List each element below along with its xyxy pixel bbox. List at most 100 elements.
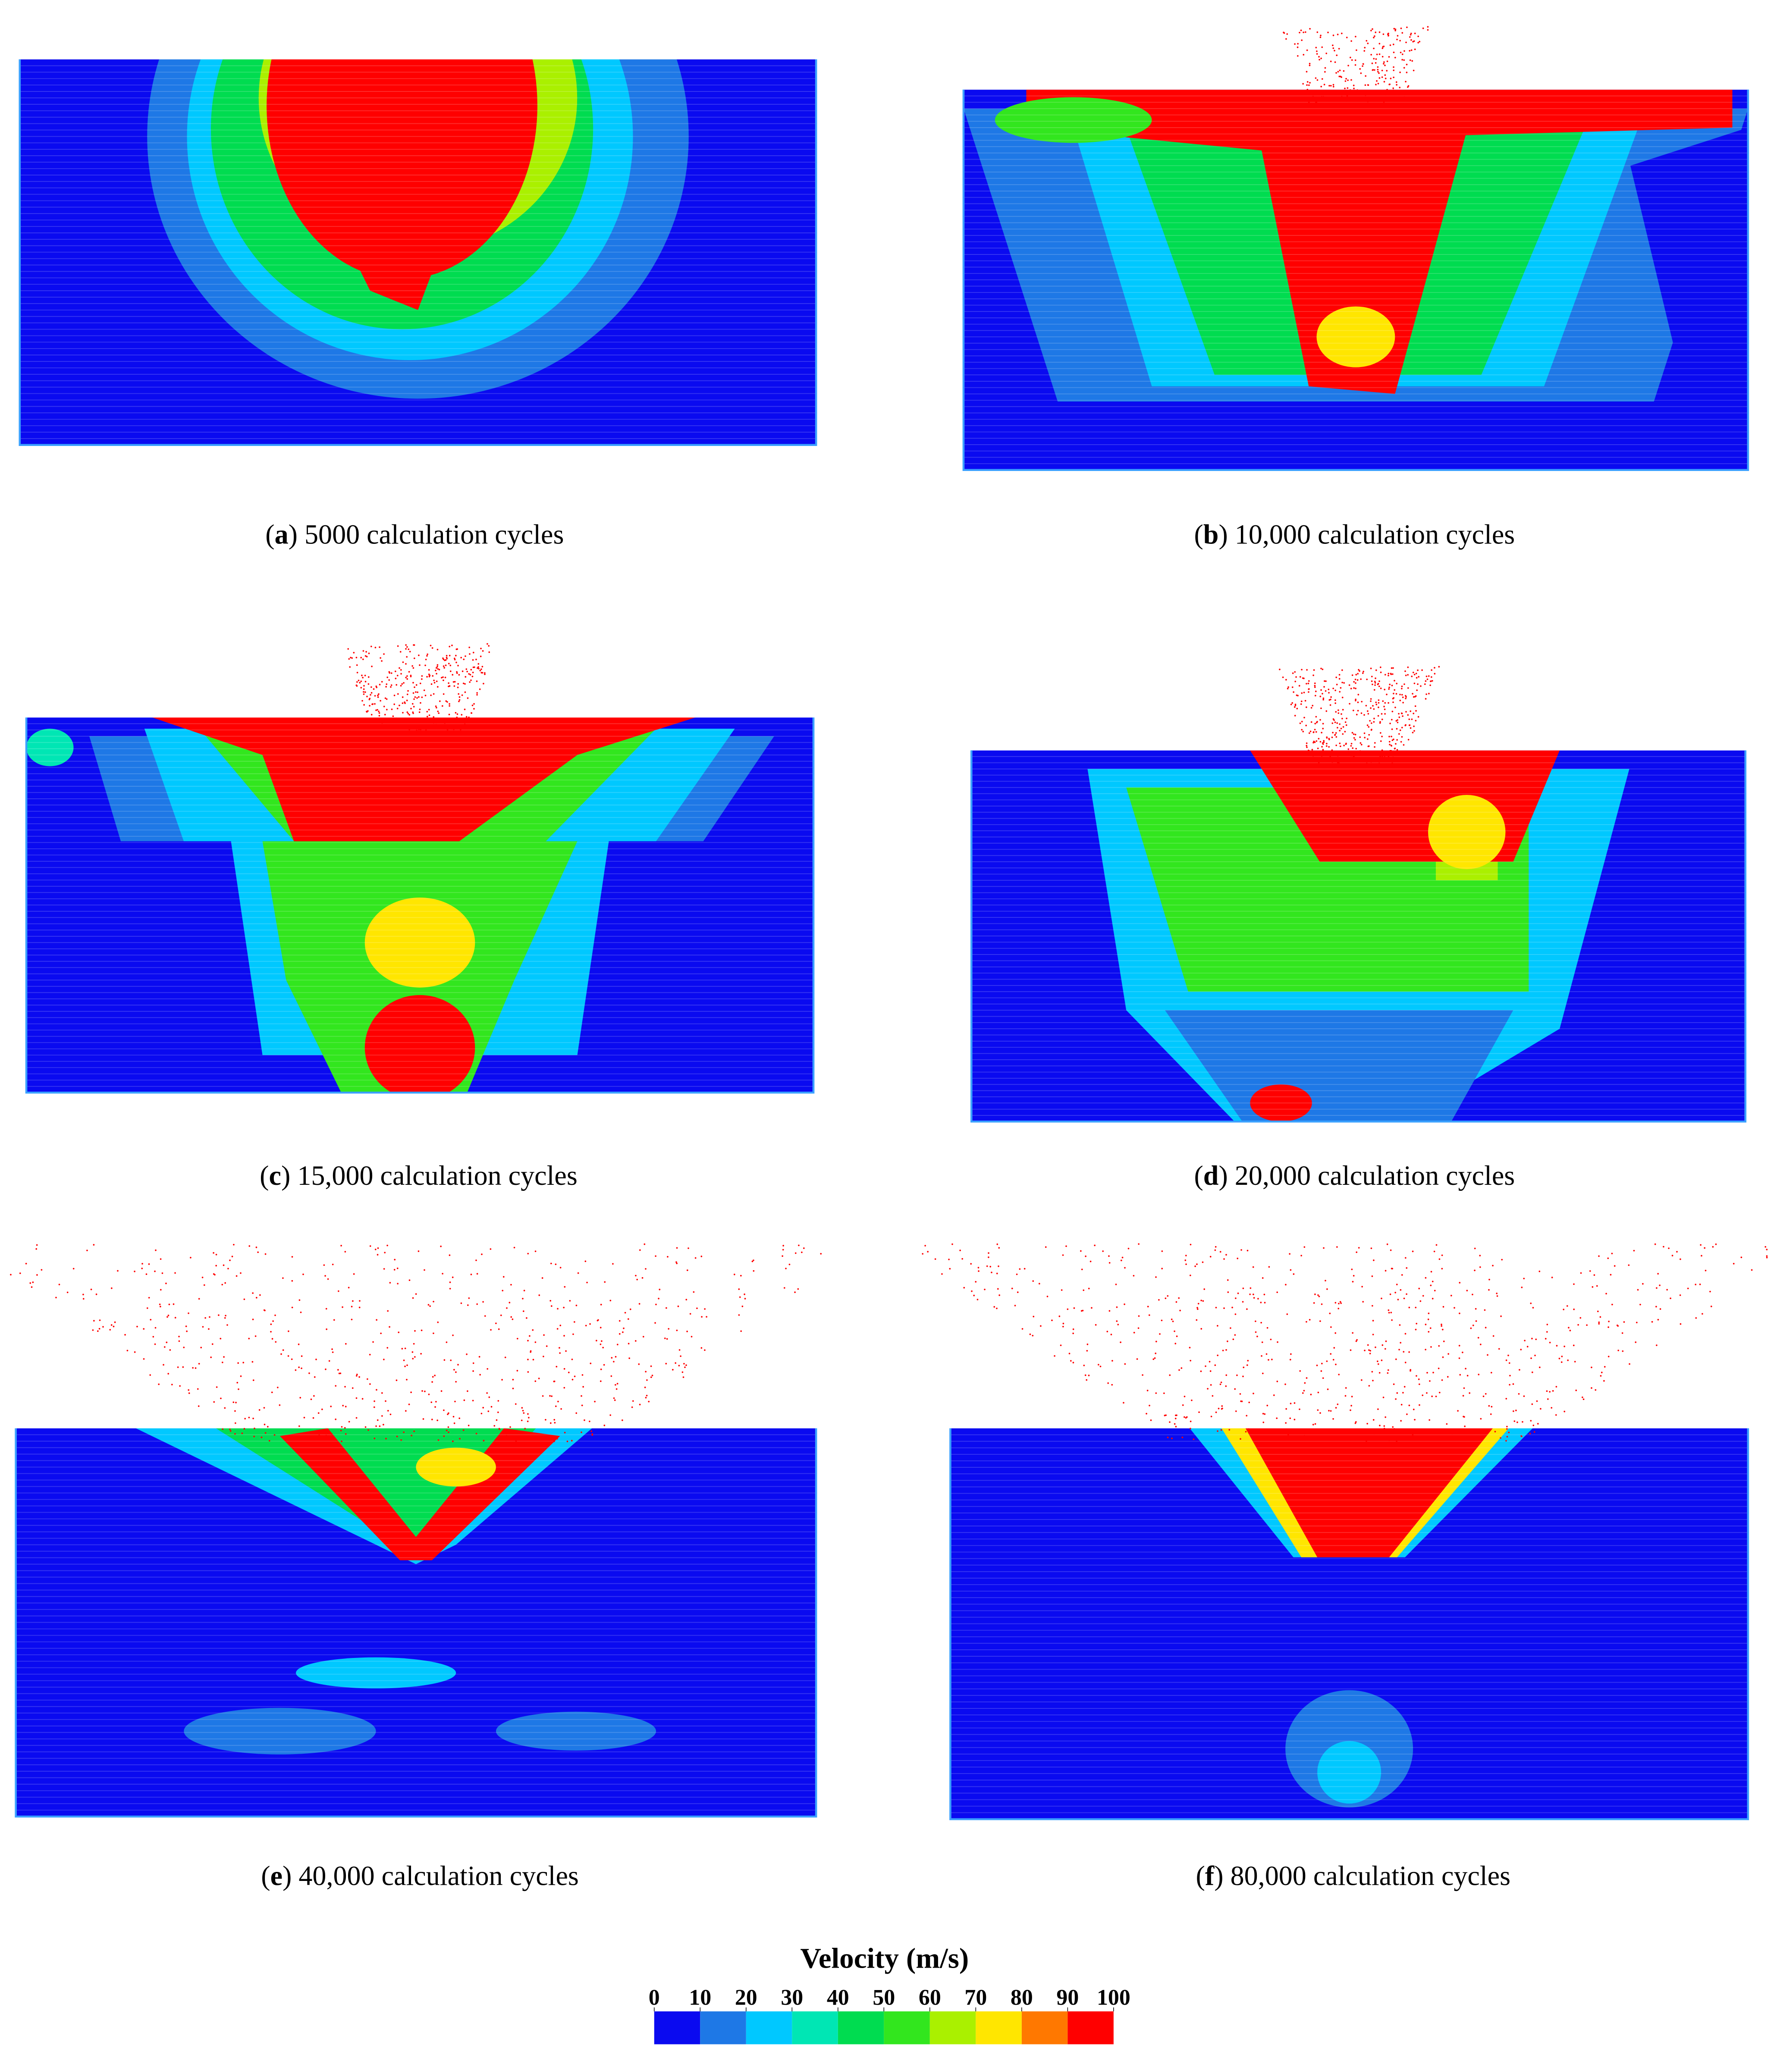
ejected-particle [462, 670, 464, 672]
ejected-particle [1393, 69, 1395, 71]
ejected-particle [363, 704, 365, 706]
ejected-particle [1379, 1425, 1381, 1426]
ejected-particle [998, 1247, 1000, 1249]
ejected-particle [1362, 672, 1364, 674]
ejected-particle [617, 1344, 618, 1346]
ejected-particle [1185, 1417, 1187, 1419]
ejected-particle [1351, 674, 1353, 676]
ejected-particle [1225, 1374, 1228, 1376]
ejected-particle [1368, 1385, 1370, 1387]
ejected-particle [452, 674, 454, 676]
ejected-particle [553, 1440, 555, 1442]
ejected-particle [1212, 1395, 1214, 1397]
container [970, 750, 1747, 1123]
ejected-particle [406, 1378, 408, 1381]
ejected-particle [1424, 683, 1426, 685]
ejected-particle [1397, 719, 1398, 721]
ejected-particle [744, 1293, 745, 1295]
ejected-particle [574, 1375, 576, 1377]
ejected-particle [1702, 1313, 1703, 1315]
ejected-particle [996, 1243, 998, 1245]
ejected-particle [1361, 700, 1363, 703]
ejected-particle [1405, 711, 1407, 713]
ejected-particle [1383, 1428, 1385, 1429]
ejected-particle [1416, 677, 1418, 679]
ejected-particle [436, 680, 438, 682]
ejected-particle [136, 1325, 138, 1328]
ejected-particle [1518, 1393, 1520, 1395]
ejected-particle [1573, 1308, 1575, 1310]
ejected-particle [1373, 1433, 1375, 1435]
ejected-particle [488, 645, 490, 647]
ejected-particle [1394, 689, 1396, 691]
ejected-particle [1314, 682, 1316, 684]
ejected-particle [1320, 707, 1322, 709]
ejected-particle [1248, 1401, 1250, 1403]
velocity-zone [995, 97, 1152, 143]
ejected-particle [1202, 1261, 1204, 1263]
ejected-particle [645, 1397, 647, 1399]
ejected-particle [477, 667, 478, 669]
ejected-particle [1334, 1302, 1337, 1304]
ejected-particle [1393, 693, 1394, 694]
ejected-particle [1062, 1325, 1064, 1328]
ejected-particle [374, 1248, 377, 1250]
ejected-particle [551, 1395, 553, 1397]
ejected-particle [1367, 100, 1369, 103]
ejected-particle [704, 1349, 706, 1351]
ejected-particle [1369, 91, 1372, 94]
ejected-particle [1355, 1421, 1357, 1423]
ejected-particle [1338, 1374, 1340, 1375]
ejected-particle [1262, 1413, 1264, 1415]
ejected-particle [541, 1277, 543, 1279]
velocity-zone [364, 897, 475, 988]
ejected-particle [1326, 743, 1328, 744]
ejected-particle [1400, 1420, 1402, 1422]
ejected-particle [1313, 1435, 1315, 1437]
ejected-particle [1469, 1436, 1472, 1438]
caption-part: ( [265, 519, 274, 550]
ejected-particle [502, 1276, 505, 1278]
ejected-particle [374, 695, 376, 697]
ejected-particle [472, 1370, 474, 1372]
caption-part: d [1203, 1160, 1219, 1191]
ejected-particle [685, 1299, 688, 1301]
ejected-particle [1459, 1282, 1461, 1284]
ejected-particle [1395, 693, 1397, 695]
ejected-particle [1392, 44, 1394, 45]
ejected-particle [1249, 1293, 1251, 1295]
colorbar-tick-label: 20 [735, 1985, 757, 2010]
caption-part: ( [261, 1860, 270, 1891]
ejected-particle [185, 1325, 187, 1327]
ejected-particle [1413, 725, 1415, 727]
ejected-particle [1428, 1312, 1430, 1314]
ejected-particle [436, 649, 439, 650]
colorbar-segment [1067, 2011, 1114, 2044]
ejected-particle [1338, 48, 1340, 50]
ejected-particle [798, 1244, 800, 1246]
ejected-particle [1540, 1408, 1542, 1410]
ejected-particle [509, 1426, 511, 1428]
ejected-particle [628, 1357, 630, 1359]
ejected-particle [1355, 688, 1356, 690]
ejected-particle [1296, 694, 1298, 696]
ejected-particle [1379, 722, 1381, 724]
ejected-particle [1061, 1289, 1063, 1291]
ejected-particle [345, 1343, 347, 1345]
ejected-particle [1381, 1344, 1384, 1346]
ejected-particle [396, 1435, 398, 1438]
ejected-particle [566, 1441, 568, 1442]
ejected-particle [1417, 669, 1419, 671]
ejected-particle [1336, 684, 1338, 685]
ejected-particle [443, 1359, 446, 1361]
ejected-particle [1242, 1287, 1244, 1289]
ejected-particle [435, 667, 437, 669]
ejected-particle [1297, 46, 1299, 48]
ejected-particle [480, 647, 482, 650]
ejected-particle [455, 1371, 457, 1373]
ejected-particle [433, 682, 436, 684]
ejected-particle [1123, 1402, 1124, 1404]
ejected-particle [639, 1249, 641, 1251]
ejected-particle [585, 1325, 587, 1327]
ejected-particle [408, 714, 411, 716]
